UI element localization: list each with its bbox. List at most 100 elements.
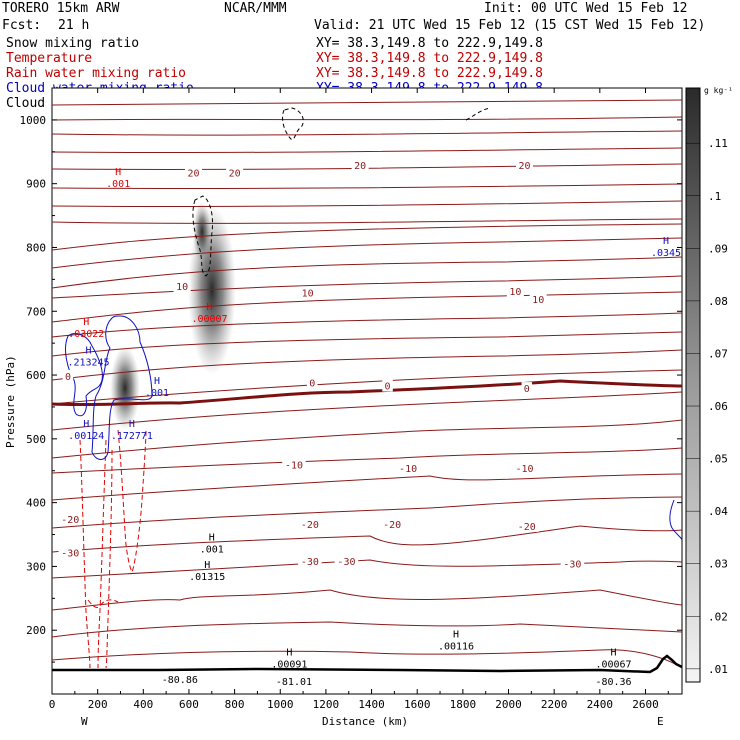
temperature-contour-label: 0 <box>65 372 71 383</box>
temperature-contour-label: -30 <box>563 560 581 571</box>
west-endpoint-label: W <box>81 715 88 728</box>
forecast-label: Fcst: <box>2 18 41 33</box>
y-tick-label: 500 <box>26 433 46 446</box>
field-name: Temperature <box>6 51 92 66</box>
colorbar <box>685 87 701 683</box>
temperature-contour-label: 10 <box>302 288 314 299</box>
contour-label-bg <box>173 280 191 293</box>
ice-max-label: .00067 <box>595 659 631 670</box>
snow-shading <box>110 202 236 430</box>
ice-max-label: .00091 <box>271 659 307 670</box>
east-endpoint-label: E <box>657 715 664 728</box>
x-tick-label: 400 <box>133 698 153 711</box>
y-tick-label: 200 <box>26 624 46 637</box>
contour-label-bg <box>306 376 318 389</box>
maxima-labels: H.01315H.001H.00116H.00091H.00067-81.01-… <box>67 167 681 688</box>
rain-water-contours <box>79 429 147 669</box>
contour-label-bg <box>299 286 317 299</box>
temperature-contour-label: 20 <box>354 161 366 172</box>
temperature-contour-label: -10 <box>515 464 533 475</box>
cloud-max-label: .213245 <box>67 358 109 369</box>
terrain <box>52 654 683 674</box>
temperature-contour-label: -30 <box>61 549 79 560</box>
x-tick-label: 2200 <box>541 698 568 711</box>
y-tick-label: 900 <box>26 178 46 191</box>
cloud-max-marker: H <box>83 419 89 430</box>
cloud-max-marker: H <box>154 376 160 387</box>
temperature-isotherms <box>51 99 683 669</box>
x-tick-label: 1400 <box>358 698 385 711</box>
org-label: NCAR/MMM <box>224 1 287 16</box>
temperature-contour-label: 0 <box>309 378 315 389</box>
x-tick-label: 1200 <box>313 698 340 711</box>
y-axis-label: Pressure (hPa) <box>4 355 17 448</box>
x-tick-label: 600 <box>179 698 199 711</box>
y-tick-label: 600 <box>26 369 46 382</box>
cloud-max-marker: H <box>86 346 92 357</box>
snow-max-marker: H <box>453 629 459 640</box>
snow-max-label: .001 <box>200 544 224 555</box>
colorbar-label: .05 <box>708 453 728 466</box>
x-tick-label: 800 <box>225 698 245 711</box>
temperature-contour-label: 20 <box>229 168 241 179</box>
contour-labels: -30 -30 -30 -30 -20 -20 -20 -20 -10 -10 -10 0 0 0 0 10 1… <box>58 158 585 571</box>
colorbar-labels: .11 .1 .09 .08 .07 .06 .05 .04 .03 .02 .01 <box>686 137 728 676</box>
snow-max-marker: H <box>209 532 215 543</box>
x-tick-label: 1600 <box>404 698 431 711</box>
init-time: Init: 00 UTC Wed 15 Feb 12 <box>484 1 688 16</box>
temperature-contour-label: -30 <box>301 557 319 568</box>
temperature-contour-label: 10 <box>532 295 544 306</box>
temperature-contour-label: 10 <box>176 282 188 293</box>
ice-max-label: -80.86 <box>162 675 198 686</box>
contour-label-bg <box>506 285 524 298</box>
contour-label-bg <box>512 461 537 474</box>
model-title: TORERO 15km ARW <box>2 1 120 16</box>
colorbar-label: .06 <box>708 400 728 413</box>
temperature-contour-label: -20 <box>61 515 79 526</box>
forecast-hour: 21 h <box>58 18 89 33</box>
temperature-contour-label: 0 <box>524 384 530 395</box>
snow-max-marker: H <box>204 560 210 571</box>
field-xy: XY= 38.3,149.8 to 222.9,149.8 <box>316 51 543 66</box>
colorbar-label: .01 <box>708 663 728 676</box>
temperature-contour-label: -20 <box>518 522 536 533</box>
temperature-contour-label: -30 <box>337 557 355 568</box>
x-axis-label: Distance (km) <box>322 715 408 728</box>
contour-label-bg <box>396 461 420 474</box>
temperature-contour-label: -10 <box>399 464 417 475</box>
x-tick-label: 1800 <box>450 698 477 711</box>
x-tick-label: 2000 <box>495 698 522 711</box>
temperature-contour-label: 0 <box>385 382 391 393</box>
field-xy: XY= 38.3,149.8 to 222.9,149.8 <box>316 66 543 81</box>
snow-low <box>110 346 140 430</box>
contour-label-bg <box>298 517 322 530</box>
contour-label-bg <box>560 557 585 570</box>
cloud-max-label: .001 <box>145 388 169 399</box>
contour-label-bg <box>226 166 244 179</box>
y-tick-label: 800 <box>26 241 46 254</box>
rain-max-label: .00007 <box>191 314 227 325</box>
temperature-contour-label: -20 <box>383 520 401 531</box>
contour-label-bg <box>380 517 404 530</box>
contour-label-bg <box>282 458 306 471</box>
colorbar-label: .04 <box>708 505 728 518</box>
x-tick-label: 200 <box>88 698 108 711</box>
ice-max-marker: H <box>611 647 617 658</box>
x-tick-label: 0 <box>49 698 56 711</box>
rain-max-marker: H <box>115 167 121 178</box>
colorbar-label: .1 <box>708 190 721 203</box>
contour-label-bg <box>529 292 547 305</box>
temperature-contour-label: 10 <box>509 287 521 298</box>
cloud-max-label: .00124 <box>68 431 104 442</box>
temperature-contour-label: -10 <box>285 461 303 472</box>
cloud-max-label: .0345 <box>651 248 681 259</box>
contour-label-bg <box>516 158 533 171</box>
cloud-max-marker: H <box>129 419 135 430</box>
snow-ice-contours <box>192 107 491 277</box>
ice-max-label: -80.36 <box>595 677 631 688</box>
cloud-max-marker: H <box>663 236 669 247</box>
cloud-max-label: .172771 <box>111 431 153 442</box>
colorbar-label: .02 <box>708 610 728 623</box>
